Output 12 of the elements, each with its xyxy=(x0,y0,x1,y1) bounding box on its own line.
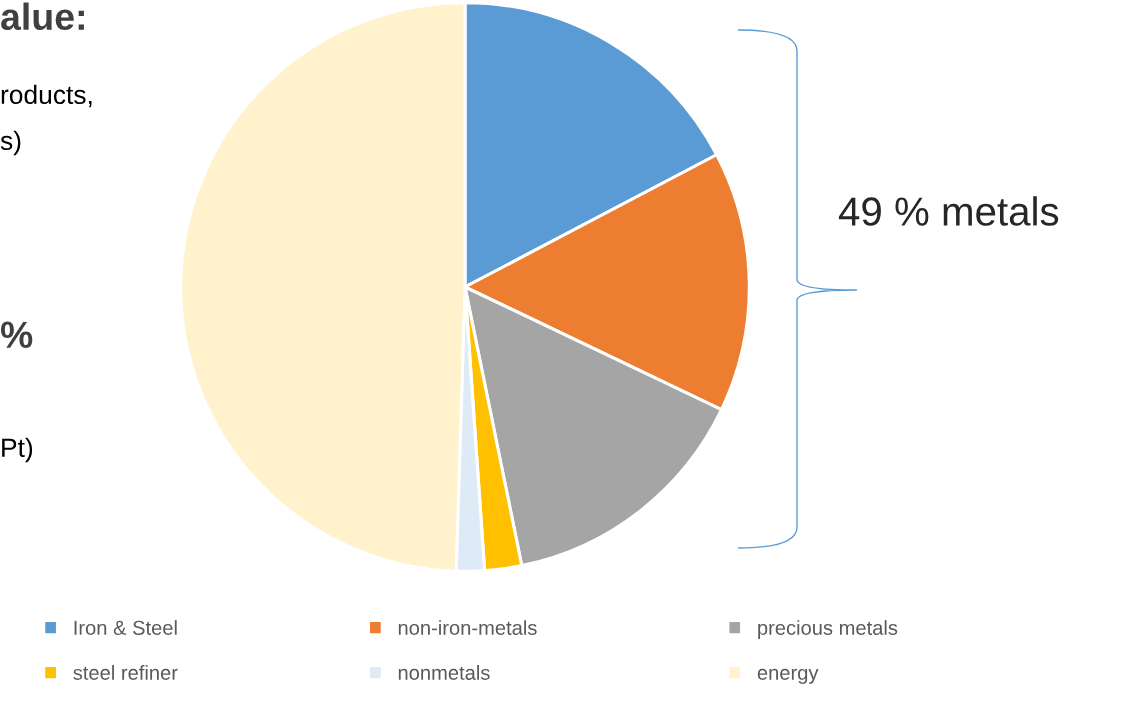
legend-label: precious metals xyxy=(758,620,898,639)
text: alue: xyxy=(1,2,84,31)
text: s) xyxy=(0,130,21,156)
text: roducts, xyxy=(1,84,92,108)
legend-label: non-iron-metals xyxy=(398,620,537,635)
text: % xyxy=(0,321,33,348)
legend-label: nonmetals xyxy=(398,665,490,680)
legend-label: energy xyxy=(757,668,819,684)
text: Pt) xyxy=(2,437,33,463)
legend-label: Iron & Steel xyxy=(74,620,177,635)
text: 49 % metals xyxy=(838,196,1059,226)
legend-label: steel refiner xyxy=(73,665,178,680)
